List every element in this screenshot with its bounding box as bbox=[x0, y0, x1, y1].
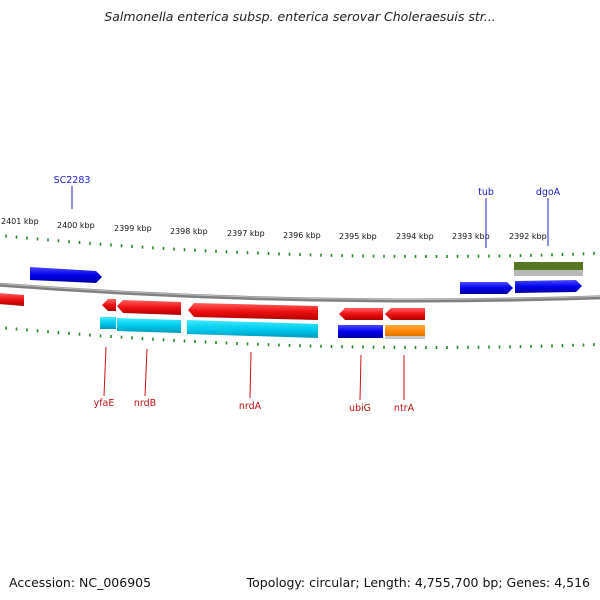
genome-summary-text: Topology: circular; Length: 4,755,700 bp… bbox=[246, 575, 590, 590]
gene-label-yfaE[interactable]: yfaE bbox=[94, 346, 115, 409]
gene-label-tub[interactable]: tub bbox=[478, 187, 494, 248]
gene-label-nrdB[interactable]: nrdB bbox=[134, 348, 156, 409]
forward-cds-feature[interactable] bbox=[30, 267, 102, 283]
kbp-label: 2393 kbp bbox=[452, 232, 490, 241]
reverse-cds-feature[interactable] bbox=[339, 308, 383, 320]
gene-label-dgoA[interactable]: dgoA bbox=[536, 187, 561, 246]
cyan-feature[interactable] bbox=[187, 320, 318, 338]
gene-label-text: yfaE bbox=[94, 398, 115, 409]
kbp-label: 2396 kbp bbox=[283, 231, 321, 240]
kbp-label: 2397 kbp bbox=[227, 229, 265, 238]
gene-label-text: ntrA bbox=[394, 403, 415, 414]
forward-cds-feature[interactable] bbox=[338, 325, 383, 338]
cyan-feature[interactable] bbox=[117, 318, 181, 333]
reverse-cds-feature[interactable] bbox=[385, 308, 425, 320]
gene-label-text: SC2283 bbox=[54, 175, 91, 186]
gene-label-ubiG[interactable]: ubiG bbox=[349, 354, 371, 414]
orange-feature[interactable] bbox=[385, 325, 425, 338]
grey-feature[interactable] bbox=[514, 270, 583, 276]
gene-label-text: ubiG bbox=[349, 403, 371, 414]
reverse-cds-feature[interactable] bbox=[0, 293, 24, 306]
gene-label-text: tub bbox=[478, 187, 494, 198]
reverse-cds-feature[interactable] bbox=[102, 299, 116, 311]
forward-cds-feature[interactable] bbox=[515, 280, 582, 293]
olive-feature[interactable] bbox=[514, 262, 583, 270]
gene-label-nrdA[interactable]: nrdA bbox=[239, 351, 262, 412]
kbp-label: 2400 kbp bbox=[57, 221, 95, 230]
reverse-cds-feature[interactable] bbox=[188, 303, 318, 320]
kbp-label: 2394 kbp bbox=[396, 232, 434, 241]
inner-tick-track bbox=[5, 326, 595, 349]
gene-label-sc2283[interactable]: SC2283 bbox=[54, 175, 91, 209]
kbp-label: 2398 kbp bbox=[170, 227, 208, 236]
kbp-label: 2392 kbp bbox=[509, 232, 547, 241]
genome-backbone bbox=[0, 282, 600, 303]
accession-text: Accession: NC_006905 bbox=[9, 575, 152, 590]
reverse-cds-feature[interactable] bbox=[117, 300, 181, 315]
map-title: Salmonella enterica subsp. enterica sero… bbox=[104, 9, 496, 24]
forward-cds-feature[interactable] bbox=[460, 282, 513, 294]
kbp-scale: 2401 kbp 2400 kbp 2399 kbp 2398 kbp 2397… bbox=[1, 217, 547, 241]
outer-tick-track bbox=[5, 234, 595, 258]
gene-label-text: nrdA bbox=[239, 401, 262, 412]
gene-label-text: nrdB bbox=[134, 398, 156, 409]
kbp-label: 2399 kbp bbox=[114, 224, 152, 233]
cyan-feature[interactable] bbox=[100, 317, 116, 329]
kbp-label: 2395 kbp bbox=[339, 232, 377, 241]
kbp-label: 2401 kbp bbox=[1, 217, 39, 226]
gene-label-ntrA[interactable]: ntrA bbox=[394, 355, 415, 414]
gene-label-text: dgoA bbox=[536, 187, 561, 198]
